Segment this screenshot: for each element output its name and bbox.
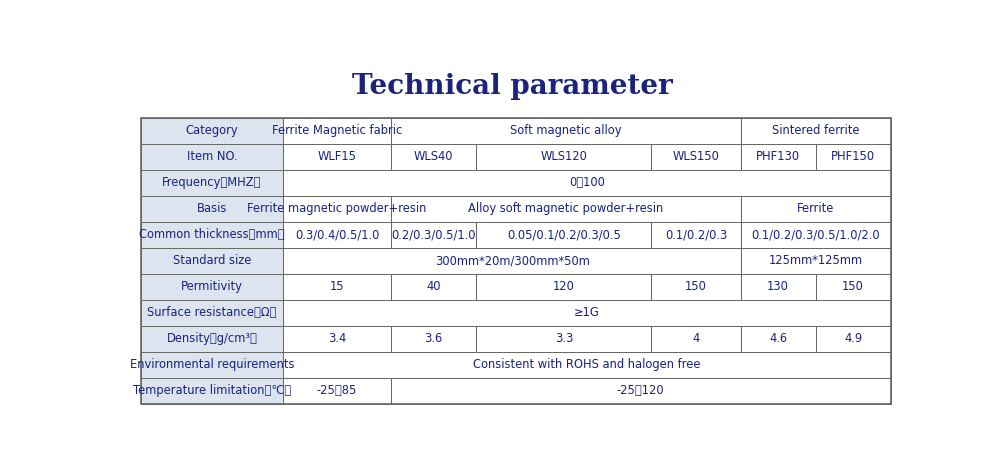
Bar <box>140 222 283 248</box>
Bar <box>391 196 741 222</box>
Bar <box>476 274 651 300</box>
Bar <box>816 325 891 352</box>
Text: ≥1G: ≥1G <box>574 306 600 319</box>
Bar <box>391 144 476 170</box>
Bar <box>283 352 891 378</box>
Text: Basis: Basis <box>197 202 227 215</box>
Text: Soft magnetic alloy: Soft magnetic alloy <box>510 124 621 137</box>
Bar <box>283 144 391 170</box>
Bar <box>140 352 283 378</box>
Bar <box>283 325 391 352</box>
Text: WLF15: WLF15 <box>317 150 356 163</box>
Text: Consistent with ROHS and halogen free: Consistent with ROHS and halogen free <box>473 358 701 371</box>
Text: 0.2/0.3/0.5/1.0: 0.2/0.3/0.5/1.0 <box>391 228 476 241</box>
Bar <box>741 144 816 170</box>
Text: 150: 150 <box>842 280 864 293</box>
Text: Alloy soft magnetic powder+resin: Alloy soft magnetic powder+resin <box>468 202 663 215</box>
Bar <box>476 144 651 170</box>
Text: 3.4: 3.4 <box>328 332 346 345</box>
Bar <box>140 248 283 274</box>
Bar <box>391 222 476 248</box>
Bar <box>741 118 891 144</box>
Bar <box>391 378 891 404</box>
Bar <box>140 196 283 222</box>
Text: -25～85: -25～85 <box>317 384 357 397</box>
Bar <box>140 118 891 404</box>
Text: Environmental requirements: Environmental requirements <box>130 358 294 371</box>
Text: Ferrite Magnetic fabric: Ferrite Magnetic fabric <box>272 124 402 137</box>
Bar <box>140 325 283 352</box>
Text: 0.3/0.4/0.5/1.0: 0.3/0.4/0.5/1.0 <box>295 228 379 241</box>
Bar <box>651 144 741 170</box>
Bar <box>283 118 391 144</box>
Text: Common thickness（mm）: Common thickness（mm） <box>139 228 285 241</box>
Bar <box>651 222 741 248</box>
Bar <box>816 144 891 170</box>
Bar <box>140 378 283 404</box>
Text: 0～100: 0～100 <box>569 176 605 189</box>
Bar <box>283 274 391 300</box>
Bar <box>651 274 741 300</box>
Text: 0.1/0.2/0.3: 0.1/0.2/0.3 <box>665 228 727 241</box>
Bar <box>391 118 741 144</box>
Bar <box>140 144 283 170</box>
Bar <box>283 300 891 325</box>
Text: 4: 4 <box>692 332 700 345</box>
Bar <box>283 222 391 248</box>
Bar <box>391 325 476 352</box>
Text: 15: 15 <box>330 280 344 293</box>
Bar <box>283 196 391 222</box>
Bar <box>741 196 891 222</box>
Bar <box>391 274 476 300</box>
Text: Ferrite: Ferrite <box>797 202 834 215</box>
Text: WLS150: WLS150 <box>673 150 719 163</box>
Bar <box>140 118 283 144</box>
Bar <box>283 378 391 404</box>
Text: 125mm*125mm: 125mm*125mm <box>769 254 863 267</box>
Text: 130: 130 <box>767 280 789 293</box>
Bar <box>816 274 891 300</box>
Bar <box>741 222 891 248</box>
Bar <box>283 170 891 196</box>
Text: Frequency（MHZ）: Frequency（MHZ） <box>162 176 262 189</box>
Bar <box>283 248 741 274</box>
Bar <box>140 300 283 325</box>
Text: 4.9: 4.9 <box>844 332 862 345</box>
Text: -25～120: -25～120 <box>617 384 664 397</box>
Bar <box>140 170 283 196</box>
Text: 0.1/0.2/0.3/0.5/1.0/2.0: 0.1/0.2/0.3/0.5/1.0/2.0 <box>751 228 880 241</box>
Text: Item NO.: Item NO. <box>187 150 237 163</box>
Bar <box>476 325 651 352</box>
Bar <box>741 325 816 352</box>
Text: Category: Category <box>186 124 238 137</box>
Bar <box>651 325 741 352</box>
Text: 4.6: 4.6 <box>769 332 787 345</box>
Bar <box>140 274 283 300</box>
Text: 3.6: 3.6 <box>424 332 443 345</box>
Text: Ferrite magnetic powder+resin: Ferrite magnetic powder+resin <box>247 202 427 215</box>
Text: Sintered ferrite: Sintered ferrite <box>772 124 859 137</box>
Text: Standard size: Standard size <box>173 254 251 267</box>
Bar <box>741 274 816 300</box>
Text: 40: 40 <box>426 280 441 293</box>
Text: WLS40: WLS40 <box>414 150 453 163</box>
Text: 3.3: 3.3 <box>555 332 573 345</box>
Text: 120: 120 <box>553 280 575 293</box>
Bar <box>741 248 891 274</box>
Bar <box>476 222 651 248</box>
Text: PHF150: PHF150 <box>831 150 875 163</box>
Text: Temperature limitation（℃）: Temperature limitation（℃） <box>133 384 291 397</box>
Text: WLS120: WLS120 <box>540 150 587 163</box>
Text: Permitivity: Permitivity <box>181 280 243 293</box>
Text: Density（g/cm³）: Density（g/cm³） <box>167 332 257 345</box>
Text: 150: 150 <box>685 280 707 293</box>
Text: Surface resistance（Ω）: Surface resistance（Ω） <box>147 306 277 319</box>
Text: Technical parameter: Technical parameter <box>352 73 673 99</box>
Text: 300mm*20m/300mm*50m: 300mm*20m/300mm*50m <box>435 254 589 267</box>
Text: PHF130: PHF130 <box>756 150 800 163</box>
Text: 0.05/0.1/0.2/0.3/0.5: 0.05/0.1/0.2/0.3/0.5 <box>507 228 621 241</box>
